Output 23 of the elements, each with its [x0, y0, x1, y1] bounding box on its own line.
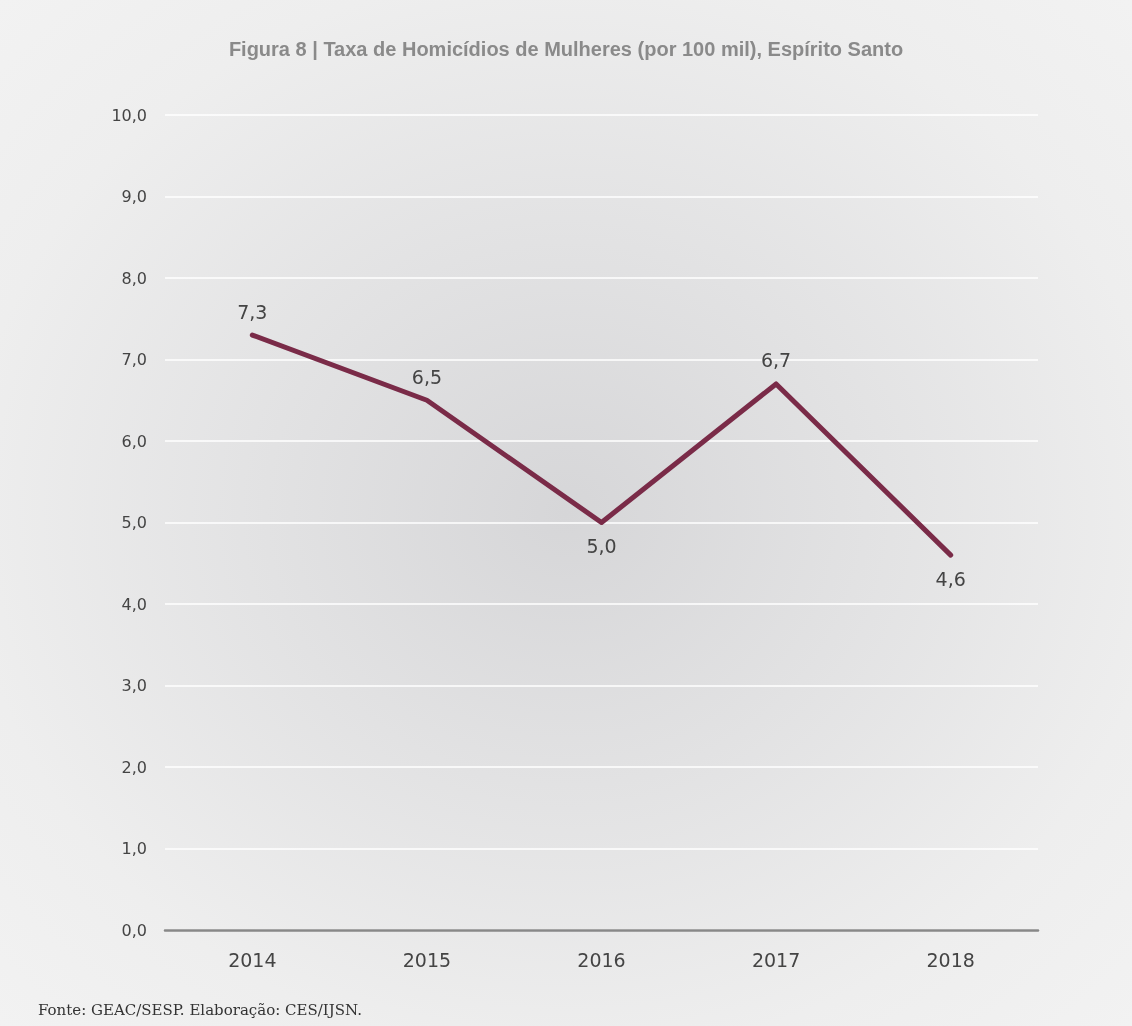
y-tick-label: 8,0 — [121, 268, 147, 288]
y-tick-label: 6,0 — [121, 431, 147, 451]
y-tick-label: 9,0 — [121, 187, 147, 206]
x-tick-label: 2018 — [926, 948, 975, 971]
y-tick-label: 10,0 — [111, 105, 147, 125]
data-label: 4,6 — [935, 567, 966, 590]
x-tick-label: 2015 — [402, 948, 452, 971]
data-label: 5,0 — [586, 535, 617, 557]
data-label: 6,5 — [411, 365, 443, 388]
x-tick-label: 2017 — [751, 948, 801, 971]
chart-title: Figura 8 | Taxa de Homicídios de Mulheres (por 100 mil), Espírito Santo — [228, 38, 904, 60]
y-tick-label: 2,0 — [121, 757, 147, 777]
y-tick-label: 0,0 — [121, 920, 147, 940]
y-tick-label: 1,0 — [121, 839, 147, 858]
data-label: 7,3 — [237, 300, 268, 323]
data-label: 6,7 — [760, 349, 792, 372]
x-tick-label: 2014 — [228, 948, 277, 971]
y-tick-label: 5,0 — [121, 513, 147, 532]
y-tick-label: 4,0 — [121, 594, 147, 614]
x-tick-label: 2016 — [577, 948, 626, 971]
y-tick-label: 3,0 — [121, 676, 147, 695]
source-note: Fonte: GEAC/SESP. Elaboração: CES/IJSN. — [38, 1000, 362, 1019]
y-tick-label: 7,0 — [121, 350, 147, 369]
